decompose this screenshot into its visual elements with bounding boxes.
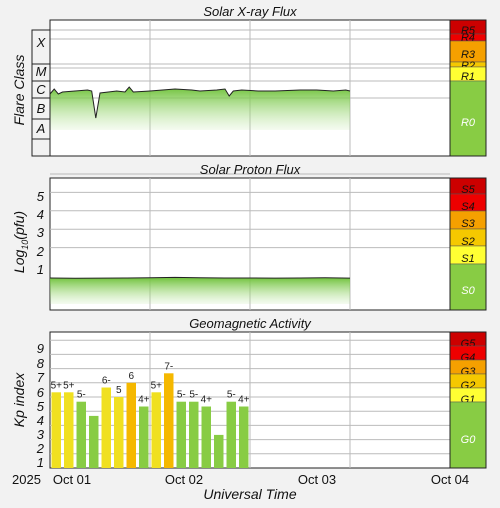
kp-ytick-1: 1 — [37, 455, 44, 470]
xtick-oct03: Oct 03 — [298, 472, 336, 487]
scale-segment — [449, 401, 487, 469]
xray-ylabel: Flare Class — [11, 55, 27, 126]
proton-title: Solar Proton Flux — [200, 162, 301, 177]
scale-segment — [449, 80, 487, 157]
kp-bar — [114, 397, 124, 468]
kp-bar-label: 4+ — [238, 395, 250, 406]
kp-bar — [51, 392, 61, 468]
scale-frame — [449, 331, 487, 469]
xtick-year: 2025 — [12, 472, 41, 487]
kp-bar-label: 5- — [177, 390, 186, 401]
scale-frame — [449, 19, 487, 157]
xtick-oct02: Oct 02 — [165, 472, 203, 487]
proton-flux-area — [50, 277, 350, 304]
kp-bar-label: 6 — [129, 371, 135, 382]
kp-bar — [139, 406, 149, 468]
kp-bars: 5+ 5+5-6-564+5+7-5- 5- 4+ 5- 4+ — [51, 361, 250, 468]
kp-bar-label: 5- — [77, 390, 86, 401]
xtick-oct01: Oct 01 — [53, 472, 91, 487]
class-label-a: A — [36, 121, 46, 136]
class-label-x: X — [36, 35, 47, 50]
scale-segment — [449, 263, 487, 311]
proton-ytick-2: 2 — [36, 244, 45, 259]
flare-class-box — [31, 29, 51, 157]
scale-label: S0 — [461, 285, 475, 297]
kp-ytick-8: 8 — [37, 356, 45, 371]
xray-flux-line — [49, 86, 351, 119]
scale-label: S3 — [461, 218, 475, 230]
kp-bar-label: 4+ — [138, 395, 150, 406]
kp-bar-label: 5 — [116, 385, 122, 396]
scale-label: S4 — [461, 201, 474, 213]
kp-bar — [76, 401, 86, 468]
kp-bar-label: 5- — [189, 390, 198, 401]
kp-bar — [89, 415, 99, 468]
kp-bar — [201, 406, 211, 468]
xray-title: Solar X-ray Flux — [203, 4, 297, 19]
flux-fill — [50, 87, 350, 304]
kp-bar-label: 4+ — [201, 395, 213, 406]
kp-bar — [126, 382, 136, 468]
kp-ytick-5: 5 — [37, 399, 45, 414]
proton-ytick-1: 1 — [37, 262, 44, 277]
kp-ytick-6: 6 — [37, 385, 45, 400]
kp-bar-label: 5+ — [151, 380, 163, 391]
kp-ytick-7: 7 — [37, 370, 45, 385]
kp-ytick-9: 9 — [37, 341, 44, 356]
kp-bar — [239, 406, 249, 468]
xray-flux-area — [50, 87, 350, 130]
kp-bar — [151, 392, 161, 468]
class-label-b: B — [37, 101, 46, 116]
scale-label: R0 — [461, 117, 476, 129]
xaxis-label: Universal Time — [203, 486, 296, 502]
kp-ytick-2: 2 — [36, 441, 45, 456]
kp-bar — [101, 387, 111, 468]
proton-flux-line — [49, 276, 351, 279]
scale-label: R1 — [461, 71, 475, 83]
kp-title: Geomagnetic Activity — [189, 316, 312, 331]
kp-bar-label: 7- — [164, 361, 173, 372]
kp-ylabel: Kp index — [11, 372, 27, 427]
scale-label: S5 — [461, 184, 475, 196]
scale-label: G0 — [461, 434, 477, 446]
kp-bar — [189, 401, 199, 468]
gridlines — [50, 20, 450, 468]
kp-bar-label: 5+ — [51, 380, 63, 391]
kp-bar — [164, 373, 174, 468]
scale-label: S2 — [461, 236, 474, 248]
scale-frame — [449, 177, 487, 311]
flux-lines — [49, 86, 351, 279]
kp-ytick-3: 3 — [37, 427, 45, 442]
kp-bar-label: 5+ — [63, 380, 75, 391]
class-label-m: M — [36, 64, 47, 79]
kp-bar — [64, 392, 74, 468]
xtick-oct04: Oct 04 — [431, 472, 469, 487]
kp-bar-label: 6- — [102, 376, 111, 387]
kp-bar — [176, 401, 186, 468]
proton-ytick-4: 4 — [37, 207, 44, 222]
proton-ytick-5: 5 — [37, 189, 45, 204]
proton-ytick-3: 3 — [37, 225, 45, 240]
scale-label: S1 — [461, 253, 474, 265]
proton-ylabel: Log10(pfu) — [11, 211, 30, 273]
kp-ytick-4: 4 — [37, 413, 44, 428]
kp-bar-label: 5- — [227, 390, 236, 401]
scale-label: R3 — [461, 49, 476, 61]
kp-bar — [214, 434, 224, 468]
class-label-c: C — [36, 82, 46, 97]
kp-bar — [226, 401, 236, 468]
